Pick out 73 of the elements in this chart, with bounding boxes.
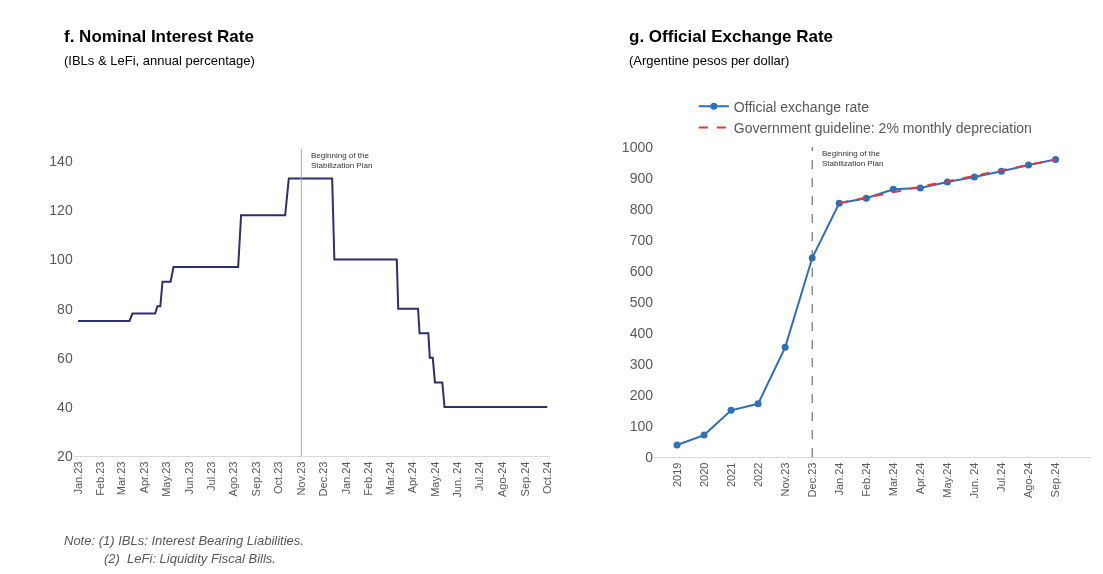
- x-tick-label: 2019: [670, 462, 683, 488]
- y-tick-label: 300: [629, 355, 654, 372]
- y-tick-label: 120: [49, 202, 73, 219]
- y-tick-label: 0: [645, 449, 654, 466]
- chart-subtitle: (IBLs & LeFi, annual percentage): [64, 53, 255, 68]
- x-tick-label: Ago-24: [496, 461, 509, 498]
- y-tick-label: 20: [57, 448, 73, 465]
- x-tick-label: Dec.23: [316, 461, 329, 497]
- x-tick-label: Mar.24: [383, 461, 396, 496]
- point: [781, 343, 789, 351]
- x-tick-label: Apr.24: [406, 461, 419, 494]
- y-tick-label: 140: [49, 153, 73, 170]
- point: [700, 431, 708, 439]
- x-tick-label: Sep.24: [1049, 462, 1062, 498]
- point: [673, 441, 681, 449]
- y-tick-label: 400: [629, 324, 654, 341]
- x-tick-label: Ago.23: [227, 461, 240, 497]
- x-tick-label: 2020: [697, 462, 710, 488]
- y-tick-label: 800: [629, 200, 654, 217]
- x-tick-label: Ago-24: [1022, 462, 1035, 499]
- x-tick-label: May.24: [428, 461, 441, 497]
- x-tick-label: Jul.23: [204, 461, 217, 491]
- chart-title: f. Nominal Interest Rate: [64, 27, 254, 46]
- x-tick-label: Nov.23: [778, 462, 791, 497]
- y-tick-label: 40: [57, 398, 73, 415]
- legend-label: Official exchange rate: [733, 98, 870, 115]
- y-tick-label: 600: [629, 262, 654, 279]
- x-tick-label: Jul.24: [995, 462, 1008, 492]
- y-tick-label: 80: [57, 300, 73, 317]
- x-tick-label: Jan.24: [832, 462, 845, 496]
- y-tick-label: 500: [629, 293, 654, 310]
- x-tick-label: Sep.24: [518, 461, 531, 497]
- point: [754, 400, 762, 408]
- x-tick-label: Feb.24: [362, 461, 375, 496]
- legend-label: Government guideline: 2% monthly depreciation: [733, 119, 1032, 136]
- x-tick-label: Apr.24: [913, 462, 926, 495]
- text: Note: (1) IBLs: Interest Bearing Liabilities.: [64, 533, 304, 548]
- y-tick-label: 100: [49, 251, 73, 268]
- ref-line-label: Beginning of the Stabilization Plan: [311, 151, 373, 171]
- x-tick-label: May.23: [159, 461, 172, 497]
- chart-title: g. Official Exchange Rate: [629, 27, 834, 46]
- x-tick-label: 2021: [724, 462, 737, 488]
- x-tick-label: Dec.23: [805, 462, 818, 498]
- x-tick-label: Jun. 24: [968, 462, 980, 499]
- y-tick-label: 1000: [621, 138, 654, 155]
- point: [970, 173, 978, 181]
- x-tick-label: Feb.24: [859, 462, 872, 497]
- y-tick-label: 200: [629, 387, 654, 403]
- x-tick-label: Mar.23: [114, 461, 127, 496]
- point: [1025, 161, 1032, 169]
- point: [727, 406, 735, 414]
- y-tick-label: 60: [57, 349, 73, 366]
- x-tick-label: Jun.23: [182, 461, 195, 495]
- ref-line-label: Beginning of the Stabilization Plan: [822, 149, 884, 169]
- chart-subtitle: (Argentine pesos per dollar): [629, 53, 790, 68]
- x-tick-label: Oct.24: [540, 461, 553, 494]
- x-tick-label: Oct.23: [272, 461, 285, 494]
- y-tick-label: 900: [629, 169, 654, 186]
- x-tick-label: Nov.23: [294, 461, 307, 496]
- y-tick-label: 100: [629, 418, 654, 435]
- y-tick-label: 700: [629, 231, 654, 248]
- x-tick-label: Jan.23: [71, 461, 84, 495]
- x-tick-label: Feb.23: [94, 461, 107, 496]
- line-series: [77, 177, 549, 408]
- x-tick-label: Apr.23: [137, 461, 150, 494]
- text: (2) LeFi: Liquidity Fiscal Bills.: [104, 551, 276, 566]
- x-tick-label: Jun. 24: [451, 461, 464, 498]
- x-tick-label: Jan.24: [339, 461, 352, 495]
- x-tick-label: 2022: [751, 462, 764, 488]
- x-tick-label: May.24: [940, 462, 953, 498]
- x-tick-label: Jul.24: [473, 461, 486, 491]
- x-tick-label: Mar.24: [886, 462, 899, 497]
- x-tick-label: Sep.23: [250, 461, 263, 497]
